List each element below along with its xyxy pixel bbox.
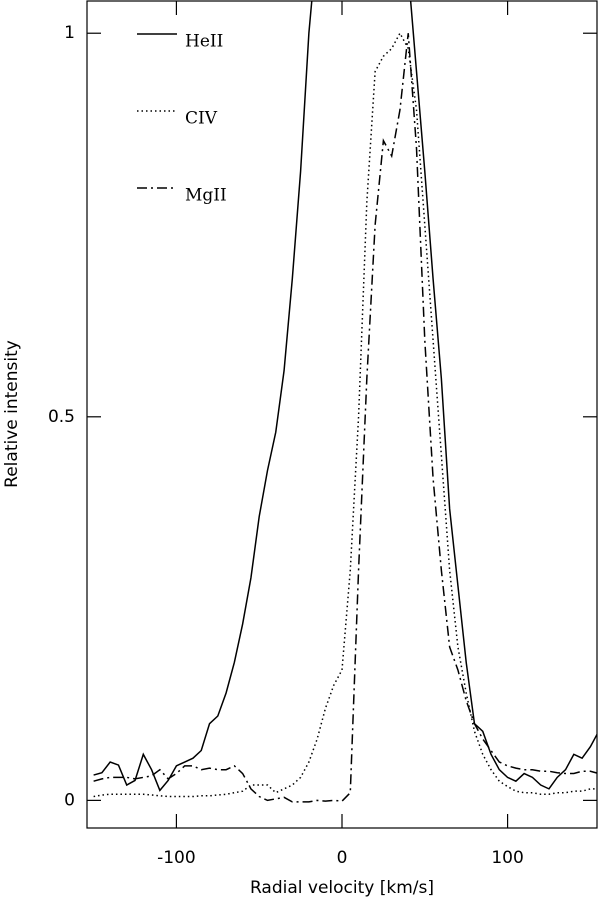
series-line	[93, 1, 597, 792]
plot-frame	[86, 0, 598, 829]
series-line	[93, 33, 597, 803]
x-tick-label: 100	[491, 848, 523, 868]
x-tick-label: 0	[337, 848, 348, 868]
legend-label: MgII	[185, 186, 227, 206]
y-tick-label: 0.5	[48, 407, 75, 427]
x-axis-label: Radial velocity [km/s]	[250, 878, 434, 898]
x-tick-label: -100	[157, 848, 196, 868]
y-axis-label: Relative intensity	[2, 340, 22, 488]
legend-label: CIV	[185, 109, 218, 129]
legend-label: HeII	[185, 32, 223, 52]
y-tick-label: 1	[64, 23, 75, 43]
y-tick-label: 0	[64, 790, 75, 810]
plot-area	[93, 1, 597, 803]
series-line	[93, 31, 597, 798]
